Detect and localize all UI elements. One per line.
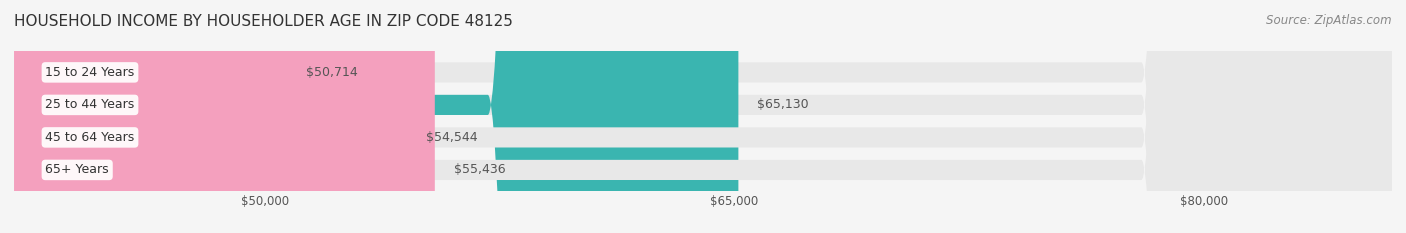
- Text: 45 to 64 Years: 45 to 64 Years: [45, 131, 135, 144]
- FancyBboxPatch shape: [14, 0, 1392, 233]
- Text: HOUSEHOLD INCOME BY HOUSEHOLDER AGE IN ZIP CODE 48125: HOUSEHOLD INCOME BY HOUSEHOLDER AGE IN Z…: [14, 14, 513, 29]
- FancyBboxPatch shape: [14, 0, 287, 233]
- FancyBboxPatch shape: [14, 0, 738, 233]
- Text: $65,130: $65,130: [758, 98, 808, 111]
- Text: $55,436: $55,436: [454, 163, 505, 176]
- FancyBboxPatch shape: [14, 0, 1392, 233]
- Text: 65+ Years: 65+ Years: [45, 163, 110, 176]
- Text: $54,544: $54,544: [426, 131, 477, 144]
- FancyBboxPatch shape: [14, 0, 434, 233]
- FancyBboxPatch shape: [14, 0, 1392, 233]
- Text: $50,714: $50,714: [305, 66, 357, 79]
- FancyBboxPatch shape: [14, 0, 1392, 233]
- Text: Source: ZipAtlas.com: Source: ZipAtlas.com: [1267, 14, 1392, 27]
- Text: 15 to 24 Years: 15 to 24 Years: [45, 66, 135, 79]
- FancyBboxPatch shape: [14, 0, 406, 233]
- Text: 25 to 44 Years: 25 to 44 Years: [45, 98, 135, 111]
